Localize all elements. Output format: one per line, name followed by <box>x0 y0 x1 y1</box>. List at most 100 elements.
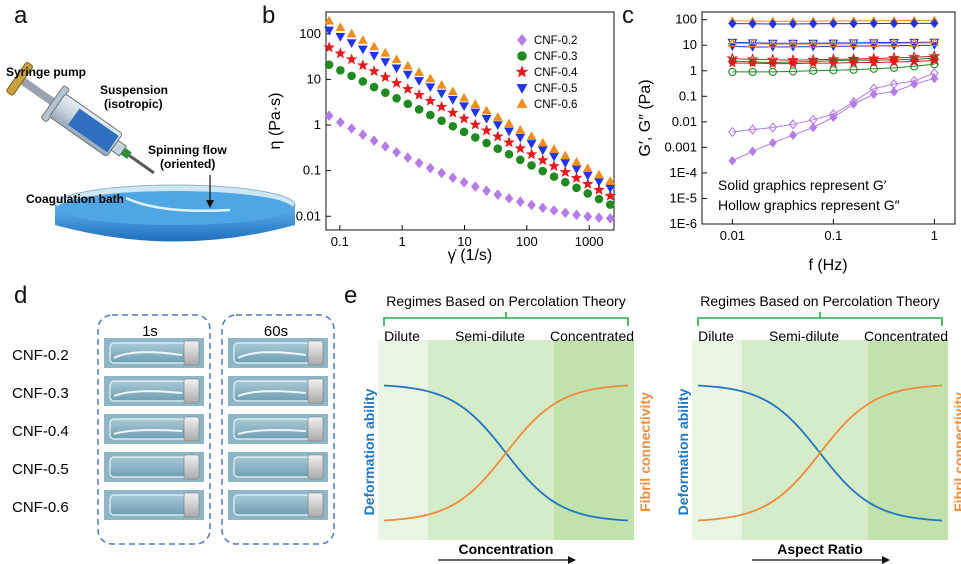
b-y-tick-label: 10 <box>307 71 321 86</box>
panel-letter-b: b <box>262 2 276 29</box>
syringe-plunger-rod <box>18 76 57 107</box>
b-data-point <box>425 162 435 174</box>
b-data-point <box>459 127 469 137</box>
b-data-point <box>549 144 559 153</box>
b-x-axis-label: γ̇ (1/s) <box>448 247 492 264</box>
c-y-tick-label: 0.1 <box>679 88 697 103</box>
c-data-point <box>789 130 797 140</box>
label-coagulation-bath: Coagulation bath <box>26 192 124 206</box>
b-data-point <box>504 149 514 159</box>
c-data-point <box>748 19 757 29</box>
plot-frame <box>701 11 956 225</box>
b-data-point <box>593 183 605 195</box>
b-data-point <box>368 65 380 77</box>
e-title: Regimes Based on Percolation Theory <box>700 293 939 309</box>
b-data-point <box>459 177 469 188</box>
b-data-point <box>503 136 515 148</box>
c-series-line <box>732 63 935 73</box>
b-data-point <box>572 209 581 221</box>
c-data-point <box>767 58 779 69</box>
vial-fluid-streak <box>237 429 307 435</box>
b-data-point <box>492 112 503 121</box>
b-data-point <box>537 146 548 156</box>
b-data-point <box>469 118 482 130</box>
vial-glass <box>233 418 311 440</box>
chart-moduli: 0.01 0.1 1 100 10 1 0.1 0.01 0.001 1E-4 1E-5 1E-6 S… <box>637 11 956 274</box>
c-data-point <box>848 38 859 48</box>
b-data-point <box>369 51 380 61</box>
b-data-point <box>391 54 402 64</box>
c-data-point <box>809 66 818 75</box>
vial-fluid-streak <box>113 390 183 397</box>
vial-glass <box>109 456 187 478</box>
c-data-point <box>789 19 797 29</box>
b-data-point <box>492 130 504 142</box>
vial-fluid-streak <box>237 390 307 397</box>
c-data-point <box>849 18 858 29</box>
c-data-point <box>768 138 777 148</box>
label-60s: 60s <box>264 323 288 340</box>
vial-cap <box>307 416 324 442</box>
b-y-tick-label: 100 <box>299 26 321 41</box>
b-data-point <box>336 65 345 75</box>
b-data-point <box>437 167 446 179</box>
b-data-point <box>549 152 559 162</box>
b-y-tick-label: 0.01 <box>296 208 321 223</box>
b-data-point <box>515 124 526 134</box>
b-legend-label: CNF-0.3 <box>534 51 577 63</box>
c-data-point <box>847 52 860 65</box>
e-bracket <box>697 317 943 326</box>
b-data-point <box>605 176 616 185</box>
c-data-point <box>788 38 798 48</box>
b-data-point <box>504 127 514 137</box>
b-data-point <box>560 150 571 160</box>
b-data-point <box>435 100 448 112</box>
c-data-point <box>787 58 799 69</box>
b-y-axis-label: η (Pa·s) <box>267 93 284 150</box>
b-data-point <box>447 96 458 105</box>
c-data-point <box>748 146 757 157</box>
b-data-point <box>437 116 446 125</box>
b-data-point <box>380 58 391 67</box>
c-series-line <box>732 41 935 44</box>
b-data-point <box>582 171 593 181</box>
b-data-point <box>538 202 548 214</box>
b-data-point <box>335 22 346 31</box>
b-data-point <box>414 77 424 86</box>
c-data-point <box>728 18 737 29</box>
e-x-axis-label: Aspect Ratio <box>777 541 863 557</box>
c-annotation-hollow: Hollow graphics represent G″ <box>718 197 900 213</box>
c-y-tick-label: 1 <box>690 63 697 78</box>
b-data-point <box>347 71 356 81</box>
c-data-point <box>827 53 840 65</box>
b-data-point <box>572 183 581 193</box>
b-data-point <box>346 28 357 38</box>
e-x-axis-label: Concentration <box>459 541 554 557</box>
b-data-point <box>379 71 392 83</box>
b-data-point <box>357 35 368 44</box>
vial-cap <box>183 340 200 366</box>
b-data-point <box>414 105 424 114</box>
d-row-label: CNF-0.4 <box>12 423 69 440</box>
panel-letter-a: a <box>14 2 28 29</box>
c-data-point <box>889 18 898 29</box>
d-row-label: CNF-0.5 <box>12 461 69 478</box>
c-data-point <box>748 124 757 135</box>
b-data-point <box>605 213 615 224</box>
c-data-point <box>867 52 880 64</box>
b-data-point <box>459 92 469 102</box>
c-x-tick-label: 1 <box>931 228 938 243</box>
c-data-point <box>930 18 939 29</box>
c-data-point <box>829 18 838 29</box>
b-legend-marker <box>517 51 527 61</box>
b-data-point <box>504 118 514 128</box>
b-data-point <box>324 60 334 69</box>
c-data-point <box>869 83 879 94</box>
c-data-point <box>928 50 941 62</box>
c-x-tick-label: 0.1 <box>824 228 842 243</box>
b-data-point <box>436 89 447 99</box>
b-data-point <box>425 83 436 93</box>
b-data-point <box>470 108 481 118</box>
plot-frame <box>325 11 615 231</box>
b-legend-marker <box>517 34 527 46</box>
